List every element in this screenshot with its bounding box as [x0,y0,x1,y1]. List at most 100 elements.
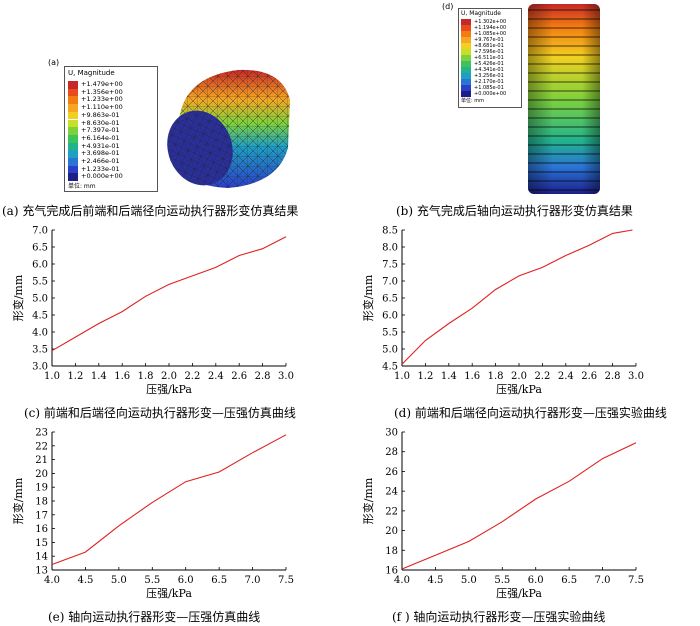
x-tick-label: 5.5 [144,575,160,586]
legend-row: +2.170e-01 [461,79,504,85]
y-tick-label: 3.0 [32,362,48,373]
legend-value: +1.233e-01 [81,164,120,173]
chart-e: 4.0 4.5 5.0 5.5 6.0 6.5 7.0 7.5 13 14 15 16 17 18 19 20… [0,424,350,626]
legend-unit: 单位: mm [461,98,485,104]
y-tick-label: 6.5 [32,243,48,254]
y-tick-label: 20 [35,469,48,480]
legend-unit: 单位: mm [68,183,96,190]
panel-b: (d) U, Magnitude +1.302e+00 +1.194e+00 +1.… [350,0,700,220]
legend-swatch [461,49,471,55]
x-tick-label: 7.5 [628,575,644,586]
legend-value: +5.426e-01 [474,61,504,67]
y-axis-label: 形变/mm [11,477,25,524]
y-tick-label: 3.5 [32,345,48,356]
legend-row: +5.426e-01 [461,61,504,67]
legend-value: +1.356e+00 [81,87,123,96]
x-tick-label: 1.4 [441,371,457,382]
legend-swatch [461,61,471,67]
legend-value: +1.085e-01 [474,85,504,91]
x-tick-label: 4.5 [77,575,93,586]
y-tick-label: 24 [385,487,398,498]
panel-b-legend: U, Magnitude +1.302e+00 +1.194e+00 +1.085e… [458,8,522,108]
legend-row: +1.233e-01 [68,164,120,174]
y-axis-label: 形变/mm [361,477,375,524]
chart-c-svg: 1.0 1.2 1.4 1.6 1.8 2.0 2.2 2.4 2.6 2.8 3.0 3.0 3.5 4… [11,226,294,397]
legend-swatch [68,119,78,128]
legend-swatch [461,73,471,79]
x-tick-label: 5.0 [111,575,127,586]
legend-swatch [68,104,78,112]
legend-value: +3.698e-01 [81,149,120,158]
legend-row: +8.681e-01 [461,43,504,49]
chart-e-caption: (e) 轴向运动执行器形变—压强仿真曲线 [48,610,261,624]
data-line [51,434,287,566]
y-tick-label: 26 [385,467,398,478]
legend-value: +1.302e+00 [474,19,507,25]
x-tick-label: 1.4 [91,371,107,382]
legend-title: U, Magnitude [68,69,115,77]
x-tick-label: 3.0 [278,371,294,382]
radial-actuator-render [167,69,290,188]
chart-f-svg: 4.0 4.5 5.0 5.5 6.0 6.5 7.0 7.5 16 18 20 22 24 26 28 30… [361,428,644,601]
legend-value: +1.233e+00 [81,95,123,104]
legend-value: +0.000e+00 [81,172,123,181]
x-axis-label: 压强/kPa [146,587,192,600]
x-tick-label: 2.2 [184,371,200,382]
legend-value: +7.397e-01 [81,126,120,135]
y-tick-label: 6.0 [32,260,48,271]
legend-row: +1.194e+00 [461,25,506,31]
x-tick-label: 1.0 [394,371,410,382]
data-line [401,442,637,570]
x-tick-label: 2.0 [161,371,177,382]
x-tick-label: 5.0 [461,575,477,586]
x-tick-label: 2.4 [208,371,224,382]
x-axis-label: 压强/kPa [496,383,542,396]
x-tick-label: 1.6 [464,371,480,382]
legend-row: +0.000e+00 [68,172,123,182]
legend-swatch [68,134,78,143]
y-tick-label: 6.5 [382,294,398,305]
x-tick-label: 2.8 [605,371,621,382]
y-tick-label: 30 [385,428,398,439]
legend-row: +1.233e+00 [68,95,123,105]
legend-value: +6.511e-01 [474,55,504,61]
y-tick-label: 28 [385,447,398,458]
legend-value: +8.681e-01 [474,43,504,49]
chart-c: 1.0 1.2 1.4 1.6 1.8 2.0 2.2 2.4 2.6 2.8 3.0 3.0 3.5 4… [0,222,350,422]
x-tick-label: 6.5 [561,575,577,586]
y-tick-label: 22 [385,506,398,517]
y-tick-label: 6.0 [382,311,398,322]
legend-value: +6.164e-01 [81,133,120,142]
x-tick-label: 1.6 [114,371,130,382]
y-tick-label: 7.0 [32,226,48,237]
legend-value: +4.341e-01 [474,67,504,73]
legend-row: +3.256e-01 [461,73,504,79]
legend-row: +1.302e+00 [461,19,506,25]
legend-value: +9.863e-01 [81,110,120,119]
y-tick-label: 8.0 [382,243,398,254]
chart-f-caption: (f ) 轴向运动执行器形变—压强实验曲线 [392,610,606,624]
y-tick-label: 7.0 [382,277,398,288]
legend-row: +2.466e-01 [68,157,120,166]
y-tick-label: 19 [35,483,48,494]
x-tick-label: 7.5 [278,575,294,586]
chart-d-caption: (d) 前端和后端径向运动执行器形变—压强实验曲线 [394,406,667,420]
legend-swatch [68,96,78,105]
legend-row: +0.000e+00 [461,91,506,97]
x-tick-label: 2.2 [534,371,550,382]
legend-swatch [461,43,471,49]
legend-row: +6.164e-01 [68,133,120,143]
legend-row: +4.341e-01 [461,67,504,73]
x-tick-label: 3.0 [628,371,644,382]
x-axis-label: 压强/kPa [496,587,542,600]
y-tick-label: 21 [35,455,48,466]
legend-row: +4.931e-01 [68,142,120,151]
legend-row: +3.698e-01 [68,150,120,158]
legend-swatch [68,165,78,174]
y-tick-label: 18 [35,497,48,508]
y-tick-label: 5.5 [382,328,398,339]
legend-value: +1.110e+00 [81,103,123,112]
y-tick-label: 7.5 [382,260,398,271]
y-tick-label: 5.0 [32,294,48,305]
legend-row: +1.085e+00 [461,31,506,37]
